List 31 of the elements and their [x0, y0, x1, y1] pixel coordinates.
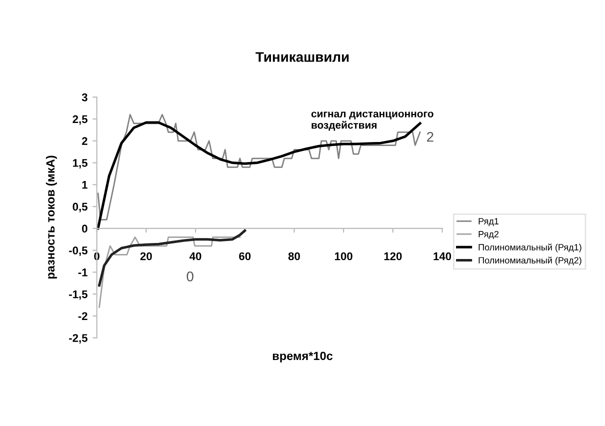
x-tick-label: 20: [140, 252, 152, 260]
y-tick-label: -2,5: [69, 334, 88, 344]
y-tick-label: -1,5: [69, 290, 88, 300]
x-tick-label: 0: [94, 252, 100, 260]
y-tick-label: 1,5: [73, 159, 88, 169]
y-axis-title: разность токов (мкА): [46, 156, 57, 279]
y-tick-label: -1: [78, 268, 88, 276]
x-axis-title: время*10с: [272, 352, 333, 362]
y-tick-label: -0,5: [69, 246, 88, 256]
legend-label: Полиномиальный (Ряд2): [478, 256, 582, 266]
y-tick-label: 3: [82, 93, 88, 102]
legend-label: Ряд2: [478, 230, 498, 240]
y-tick-label: 0: [82, 224, 88, 233]
annotation: 0: [186, 272, 194, 282]
x-tick-label: 140: [434, 252, 452, 260]
x-tick-label: 80: [288, 252, 300, 260]
legend-label: Полиномиальный (Ряд1): [478, 244, 582, 252]
y-tick-label: 1: [82, 181, 88, 189]
x-tick-label: 120: [384, 252, 402, 260]
chart-title: Тиникашвили: [256, 52, 349, 62]
y-tick-label: 2: [82, 137, 88, 145]
y-tick-label: 0,5: [72, 202, 88, 212]
legend-label: Ряд1: [478, 218, 499, 226]
annotation: 2: [427, 132, 434, 142]
x-tick-label: 40: [189, 252, 202, 260]
line-series: [98, 236, 241, 308]
x-tick-label: 100: [334, 252, 352, 260]
y-tick-label: -2: [78, 312, 88, 320]
y-tick-label: 2,5: [72, 115, 88, 125]
x-tick-label: 60: [239, 252, 251, 260]
annotation: сигнал дистанционного воздействия: [311, 112, 434, 131]
